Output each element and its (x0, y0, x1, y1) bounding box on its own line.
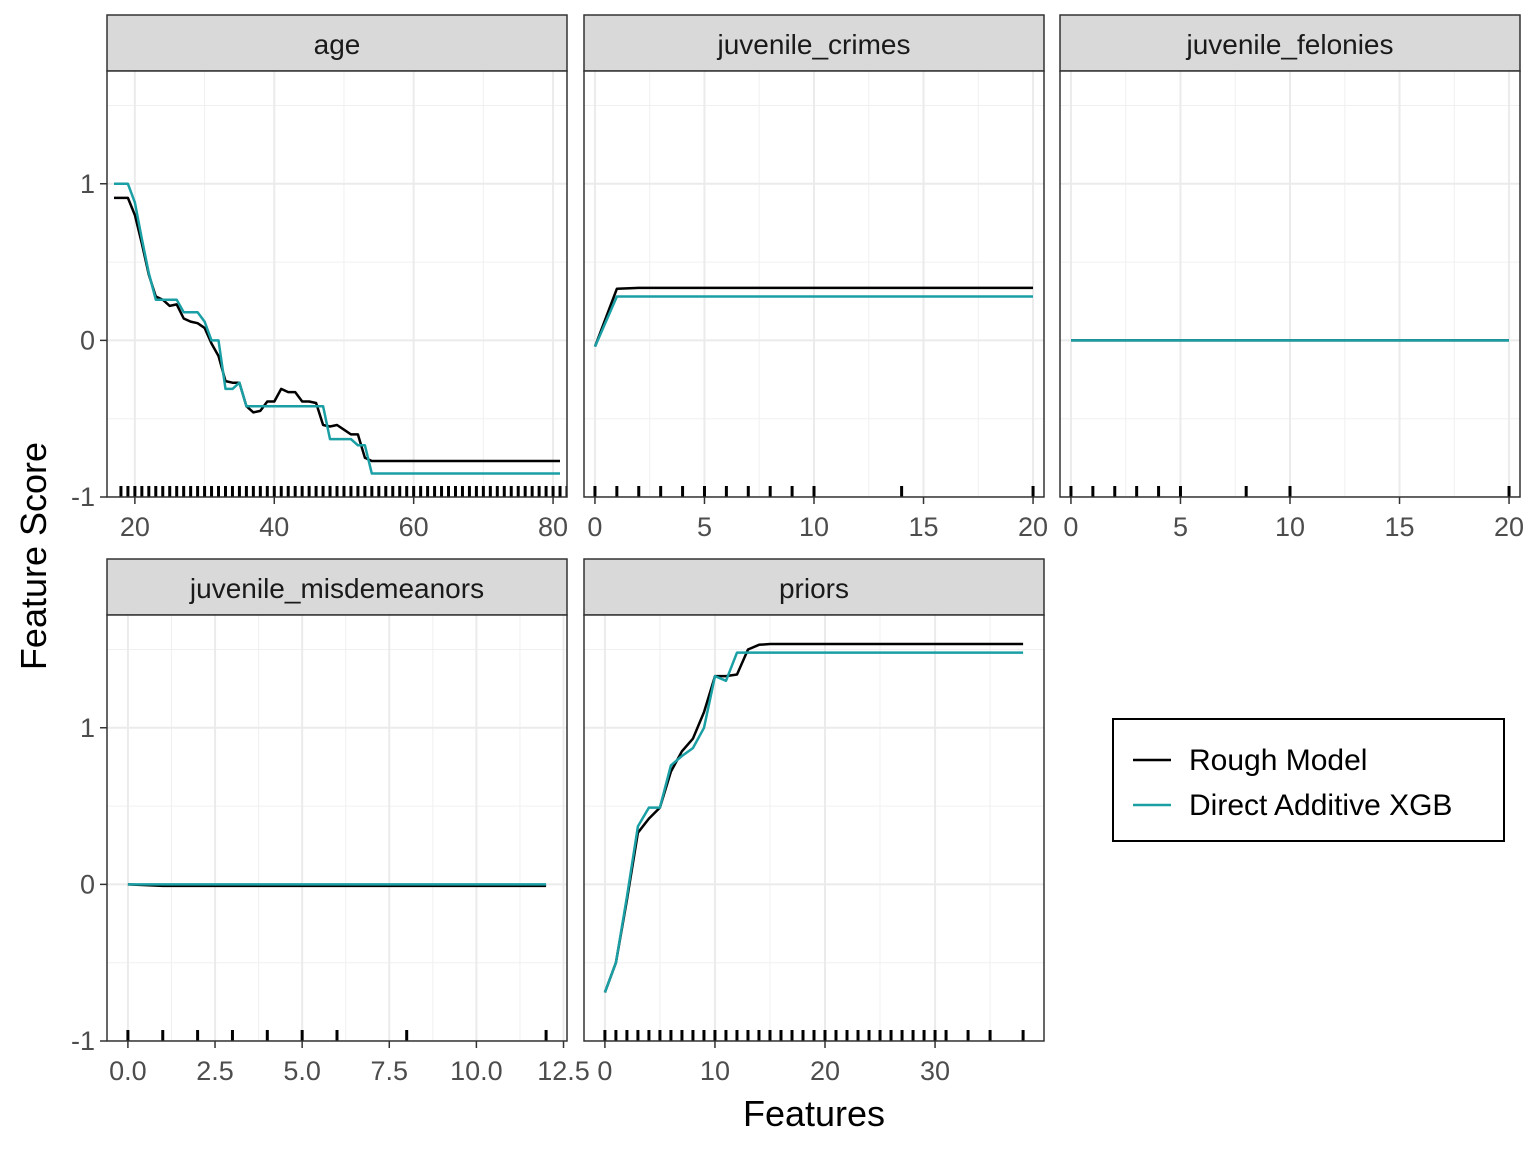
strip-title-juvenile-felonies: juvenile_felonies (1185, 29, 1393, 60)
rug-priors (603, 1030, 1025, 1041)
x-tick-label: 10 (1275, 512, 1305, 542)
legend: Rough Model Direct Additive XGB (1112, 718, 1505, 842)
x-tick-label: 2.5 (196, 1056, 234, 1086)
y-tick-label: 0 (80, 325, 95, 355)
plot-bg-priors (584, 615, 1044, 1041)
legend-label-direct-additive-xgb: Direct Additive XGB (1189, 789, 1452, 822)
panel-border-juvenile-misdemeanors (106, 614, 568, 1042)
grid-juvenile-crimes (584, 71, 1044, 497)
panel-priors: priors 0 10 20 30 (583, 558, 1045, 1086)
x-tick-label: 12.5 (537, 1056, 590, 1086)
panel-border-priors (583, 614, 1045, 1042)
panel-juvenile-felonies: juvenile_felonies 0 5 10 15 20 (1059, 14, 1524, 542)
x-tick-label: 0 (597, 1056, 612, 1086)
x-tick-label: 15 (909, 512, 939, 542)
plot-bg-juvenile-misdemeanors (107, 615, 567, 1041)
strip-title-priors: priors (779, 573, 849, 604)
panel-juvenile-crimes: juvenile_crimes 0 5 10 15 20 (583, 14, 1048, 542)
series-line-direct-additive-xgb (114, 182, 560, 475)
y-tick-label: 1 (80, 169, 95, 199)
x-tick-label: 20 (120, 512, 150, 542)
series-priors (603, 642, 1024, 993)
panel-age: age -1 0 1 20 40 60 80 (71, 14, 568, 542)
series-age (114, 182, 560, 475)
x-tick-label: 20 (1018, 512, 1048, 542)
x-tick-label: 20 (1494, 512, 1524, 542)
strip-priors (583, 558, 1045, 616)
grid-priors (584, 615, 1044, 1041)
x-tick-label: 80 (538, 512, 568, 542)
series-juvenile-crimes (593, 286, 1033, 348)
strip-title-juvenile-misdemeanors: juvenile_misdemeanors (189, 573, 484, 604)
rug-juvenile-crimes (593, 486, 1035, 497)
plot-bg-age (107, 71, 567, 497)
x-axis-title: Features (743, 1093, 885, 1134)
series-line-direct-additive-xgb (593, 295, 1033, 348)
rug-juvenile-misdemeanors (126, 1030, 548, 1041)
y-tick-label: -1 (71, 482, 95, 512)
x-tick-label: 15 (1385, 512, 1415, 542)
series-juvenile-misdemeanors (127, 883, 547, 888)
x-tick-label: 5.0 (283, 1056, 321, 1086)
y-tick-label: 0 (80, 869, 95, 899)
rug-age (119, 486, 567, 497)
series-line-direct-additive-xgb (603, 651, 1024, 993)
strip-age (106, 14, 568, 72)
grid-juvenile-misdemeanors (107, 615, 567, 1041)
y-tick-label: -1 (71, 1026, 95, 1056)
y-tick-label: 1 (80, 713, 95, 743)
x-tick-label: 60 (399, 512, 429, 542)
rug-juvenile-felonies (1069, 486, 1511, 497)
strip-title-juvenile-crimes: juvenile_crimes (717, 29, 911, 60)
grid-age (107, 71, 567, 497)
strip-title-age: age (314, 29, 361, 60)
legend-box (1112, 718, 1505, 842)
x-tick-label: 0.0 (109, 1056, 147, 1086)
panel-border-age (106, 70, 568, 498)
legend-label-rough-model: Rough Model (1189, 744, 1367, 777)
x-tick-label: 10 (799, 512, 829, 542)
x-tick-label: 10 (700, 1056, 730, 1086)
x-tick-label: 30 (920, 1056, 950, 1086)
x-tick-label: 7.5 (370, 1056, 408, 1086)
x-tick-label: 20 (810, 1056, 840, 1086)
x-tick-label: 10.0 (450, 1056, 503, 1086)
x-tick-label: 5 (1173, 512, 1188, 542)
strip-juvenile-misdemeanors (106, 558, 568, 616)
x-tick-label: 0 (1063, 512, 1078, 542)
x-tick-label: 40 (259, 512, 289, 542)
y-axis-title: Feature Score (13, 442, 54, 670)
strip-juvenile-felonies (1059, 14, 1521, 72)
x-tick-label: 5 (697, 512, 712, 542)
series-line-rough-model (593, 286, 1033, 348)
x-tick-label: 0 (587, 512, 602, 542)
